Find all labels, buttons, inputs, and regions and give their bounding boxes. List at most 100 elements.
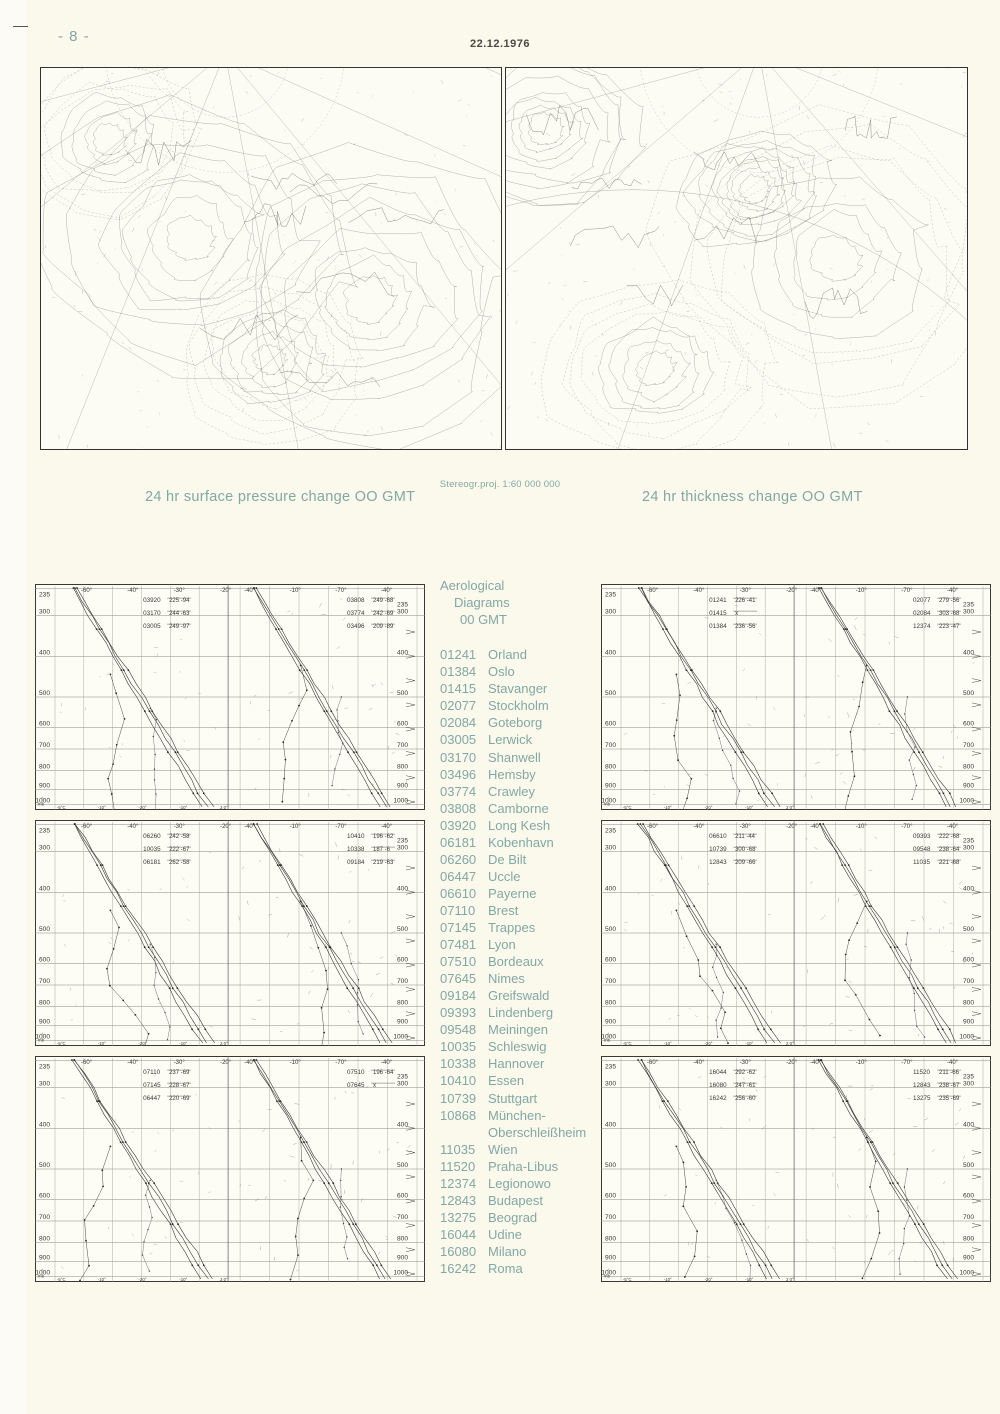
svg-text:02084: 02084: [913, 610, 931, 617]
svg-text:-10°: -10°: [179, 805, 187, 810]
svg-text:500: 500: [963, 1162, 974, 1169]
svg-text:400: 400: [605, 885, 616, 892]
svg-text:700: 700: [605, 742, 616, 749]
svg-text:700: 700: [963, 742, 974, 749]
svg-text:-10°: -10°: [98, 805, 106, 810]
svg-text:-10°: -10°: [290, 588, 302, 594]
svg-text:03774: 03774: [347, 610, 365, 617]
svg-text:600: 600: [397, 957, 408, 964]
svg-text:300: 300: [605, 609, 616, 616]
svg-text:235: 235: [963, 838, 974, 845]
svg-text:-40°: -40°: [127, 824, 139, 830]
svg-text:-10°: -10°: [856, 824, 868, 830]
svg-text:900: 900: [39, 1019, 50, 1026]
svg-text:700: 700: [605, 978, 616, 985]
svg-text:2 0°: 2 0°: [220, 1041, 228, 1046]
svg-text:800: 800: [963, 999, 974, 1006]
svg-text:400: 400: [605, 1121, 616, 1128]
svg-text:235: 235: [397, 602, 408, 609]
svg-text:600: 600: [39, 721, 50, 728]
svg-text:-70°: -70°: [901, 1060, 913, 1066]
svg-text:06447: 06447: [143, 1095, 161, 1102]
svg-text:300: 300: [39, 609, 50, 616]
svg-text:209 -89: 209 -89: [373, 624, 394, 630]
svg-text:249 -97: 249 -97: [169, 624, 190, 630]
svg-text:1000: 1000: [959, 1269, 974, 1276]
svg-text:700: 700: [397, 978, 408, 985]
svg-text:-20°: -20°: [220, 824, 232, 830]
svg-text:500: 500: [963, 926, 974, 933]
svg-text:600: 600: [397, 721, 408, 728]
svg-text:600: 600: [963, 1193, 974, 1200]
svg-text:-30°: -30°: [740, 588, 752, 594]
svg-text:235: 235: [39, 592, 50, 599]
svg-text:300: 300: [397, 609, 408, 616]
svg-text:300 -68: 300 -68: [735, 847, 756, 853]
svg-text:500: 500: [39, 926, 50, 933]
svg-text:800: 800: [39, 763, 50, 770]
svg-text:mb: mb: [38, 1038, 45, 1043]
svg-text:-5°C: -5°C: [57, 1277, 66, 1282]
svg-text:13275: 13275: [913, 1095, 931, 1102]
svg-text:500: 500: [605, 926, 616, 933]
svg-text:300: 300: [397, 845, 408, 852]
svg-text:-20°: -20°: [139, 1277, 147, 1282]
svg-text:-60°: -60°: [81, 824, 93, 830]
svg-text:-20°: -20°: [705, 1277, 713, 1282]
svg-text:400: 400: [963, 649, 974, 656]
svg-text:12843: 12843: [913, 1082, 931, 1089]
svg-text:-20°: -20°: [220, 1060, 232, 1066]
svg-text:-70°: -70°: [901, 824, 913, 830]
svg-text:-20°: -20°: [786, 588, 798, 594]
svg-text:01241: 01241: [709, 597, 727, 604]
svg-text:-60°: -60°: [647, 824, 659, 830]
svg-text:800: 800: [963, 1235, 974, 1242]
svg-text:09184: 09184: [347, 859, 365, 866]
svg-text:-10°: -10°: [745, 805, 753, 810]
svg-text:219 -63: 219 -63: [373, 860, 394, 866]
svg-text:-40°: -40°: [693, 1060, 705, 1066]
svg-text:235: 235: [605, 1064, 616, 1071]
svg-text:03170: 03170: [143, 610, 161, 617]
svg-text:03920: 03920: [143, 597, 161, 604]
svg-text:11035: 11035: [913, 859, 931, 866]
svg-text:800: 800: [605, 763, 616, 770]
svg-text:-10°: -10°: [745, 1277, 753, 1282]
svg-text:2 0°: 2 0°: [220, 805, 228, 810]
svg-text:700: 700: [397, 1214, 408, 1221]
svg-text:-10°: -10°: [745, 1041, 753, 1046]
svg-text:-10°: -10°: [290, 1060, 302, 1066]
svg-text:900: 900: [963, 783, 974, 790]
svg-text:220 -69: 220 -69: [169, 1096, 190, 1102]
svg-text:x: x: [735, 611, 738, 617]
svg-text:11520: 11520: [913, 1069, 931, 1076]
svg-text:-40°: -40°: [693, 588, 705, 594]
svg-text:700: 700: [39, 742, 50, 749]
svg-text:mb: mb: [604, 802, 611, 807]
svg-text:500: 500: [39, 690, 50, 697]
svg-text:196 -62: 196 -62: [373, 834, 394, 840]
svg-text:-40°: -40°: [127, 588, 139, 594]
svg-text:mb: mb: [604, 1274, 611, 1279]
svg-text:-40°: -40°: [381, 1060, 393, 1066]
svg-text:900: 900: [963, 1019, 974, 1026]
svg-text:244 -63: 244 -63: [169, 611, 190, 617]
svg-text:2 0°: 2 0°: [786, 1277, 794, 1282]
svg-text:279 -56: 279 -56: [939, 598, 960, 604]
svg-text:300: 300: [397, 1081, 408, 1088]
svg-text:-20°: -20°: [705, 805, 713, 810]
svg-text:1000: 1000: [393, 1269, 408, 1276]
svg-text:-10°: -10°: [856, 588, 868, 594]
svg-text:235: 235: [963, 602, 974, 609]
svg-text:-20°: -20°: [786, 1060, 798, 1066]
svg-text:226 -41: 226 -41: [735, 598, 756, 604]
svg-text:07645: 07645: [347, 1082, 365, 1089]
svg-text:900: 900: [397, 1019, 408, 1026]
svg-text:16044: 16044: [709, 1069, 727, 1076]
svg-text:-40°: -40°: [381, 824, 393, 830]
svg-text:300: 300: [39, 845, 50, 852]
svg-text:-60°: -60°: [81, 588, 93, 594]
svg-text:700: 700: [605, 1214, 616, 1221]
svg-text:10338: 10338: [347, 846, 365, 853]
svg-text:256 -60: 256 -60: [735, 1096, 756, 1102]
